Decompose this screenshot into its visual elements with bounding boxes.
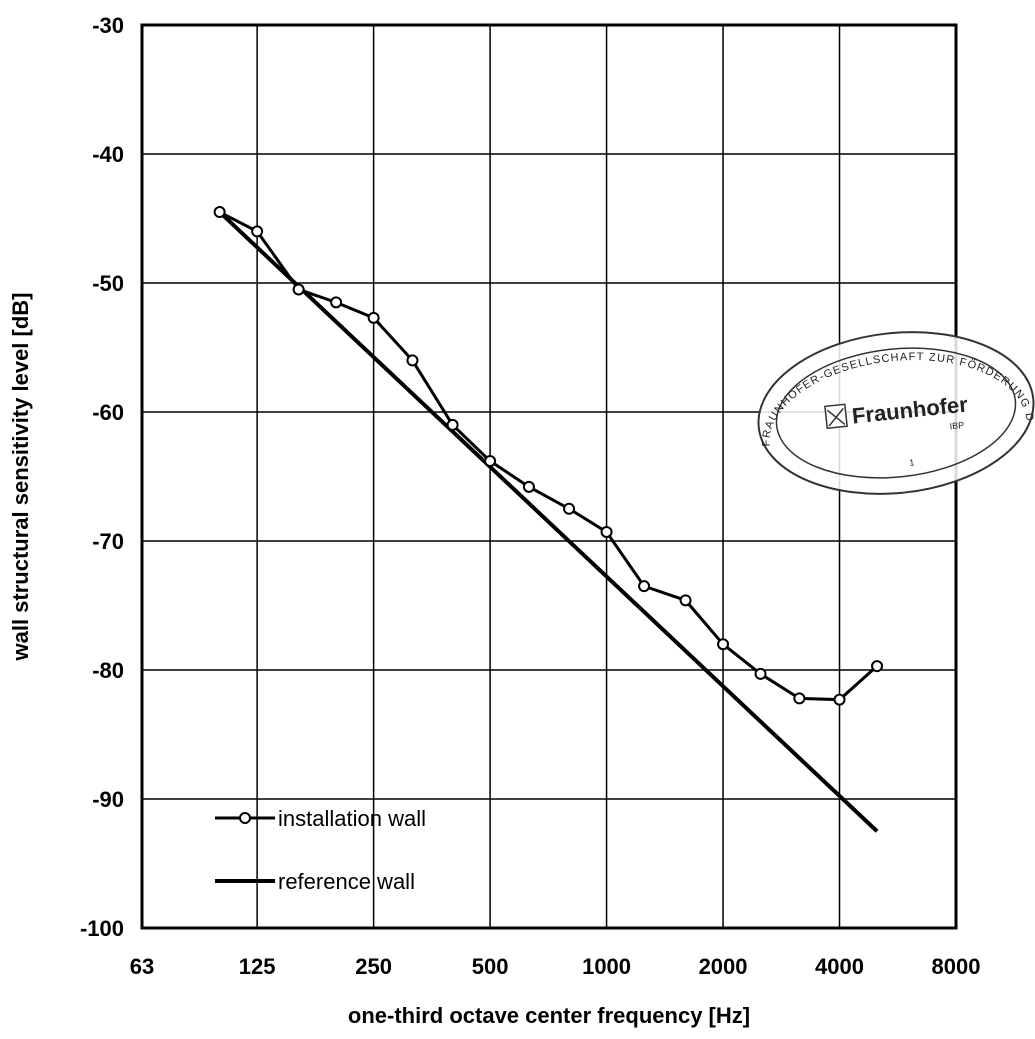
- data-point-installation-wall: [793, 692, 806, 705]
- x-tick-label: 250: [355, 954, 392, 979]
- data-point-installation-wall: [292, 283, 305, 296]
- series-layer: [213, 206, 884, 833]
- data-point-installation-wall: [446, 418, 459, 431]
- stamp-inner-ring: [775, 347, 1017, 479]
- data-point-installation-wall: [367, 311, 380, 324]
- x-tick-label: 125: [239, 954, 276, 979]
- tick-labels: 63 125 250 500 1000 2000 4000 8000 -100 -90 -80 -70…: [80, 13, 981, 979]
- data-point-installation-wall: [251, 225, 264, 238]
- y-tick-label: -70: [92, 529, 124, 554]
- legend-label-reference-wall: reference wall: [278, 869, 415, 894]
- x-tick-label: 63: [130, 954, 154, 979]
- x-axis-title: one-third octave center frequency [Hz]: [348, 1003, 750, 1028]
- y-tick-label: -80: [92, 658, 124, 683]
- x-tick-label: 2000: [699, 954, 748, 979]
- x-tick-label: 8000: [932, 954, 981, 979]
- y-tick-label: -90: [92, 787, 124, 812]
- data-point-installation-wall: [600, 525, 613, 538]
- y-axis-title: wall structural sensitivity level [dB]: [8, 292, 33, 661]
- series-line-installation-wall: [218, 210, 879, 702]
- legend: installation wall reference wall: [215, 806, 426, 894]
- series-line-reference-wall: [218, 210, 879, 833]
- data-point-installation-wall: [638, 580, 651, 593]
- data-point-installation-wall: [406, 354, 419, 367]
- data-point-installation-wall: [679, 594, 692, 607]
- data-point-installation-wall: [522, 480, 535, 493]
- data-point-installation-wall: [213, 206, 226, 219]
- stamp-number-text: 1: [909, 457, 915, 467]
- stamp-logo-stroke: [828, 408, 844, 427]
- y-tick-label: -50: [92, 271, 124, 296]
- stamp-outer-ring: [757, 331, 1035, 495]
- legend-label-installation-wall: installation wall: [278, 806, 426, 831]
- data-point-installation-wall: [563, 502, 576, 515]
- y-tick-label: -30: [92, 13, 124, 38]
- data-point-installation-wall: [717, 638, 730, 651]
- stamp-group: FRAUNHOFER-GESELLSCHAFT ZUR FÖRDERUNG DE…: [0, 0, 1035, 529]
- y-tick-label: -40: [92, 142, 124, 167]
- data-point-installation-wall: [484, 455, 497, 468]
- legend-marker-installation-wall: [239, 812, 251, 824]
- x-tick-label: 500: [472, 954, 509, 979]
- y-tick-label: -100: [80, 916, 124, 941]
- stamp-sub-text: IBP: [949, 420, 964, 431]
- x-tick-label: 4000: [815, 954, 864, 979]
- data-point-installation-wall: [833, 693, 846, 706]
- data-point-installation-wall: [754, 667, 767, 680]
- y-tick-label: -60: [92, 400, 124, 425]
- data-point-installation-wall: [871, 660, 884, 673]
- x-tick-label: 1000: [582, 954, 631, 979]
- fraunhofer-stamp: FRAUNHOFER-GESELLSCHAFT ZUR FÖRDERUNG DE…: [0, 0, 1035, 529]
- data-point-installation-wall: [330, 296, 343, 309]
